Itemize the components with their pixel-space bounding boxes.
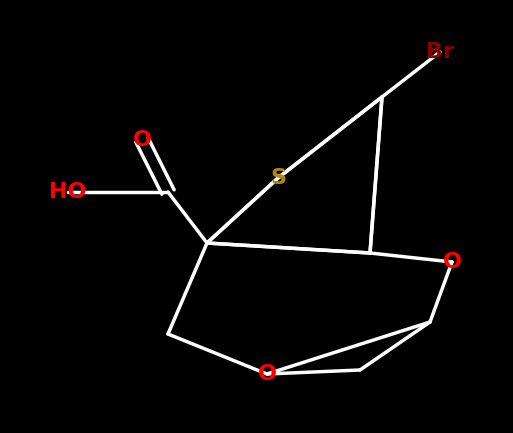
Text: O: O (258, 364, 277, 384)
Text: O: O (443, 252, 462, 272)
Text: O: O (132, 130, 151, 150)
Text: S: S (270, 168, 286, 188)
Text: HO: HO (49, 182, 87, 202)
Text: Br: Br (426, 42, 454, 62)
